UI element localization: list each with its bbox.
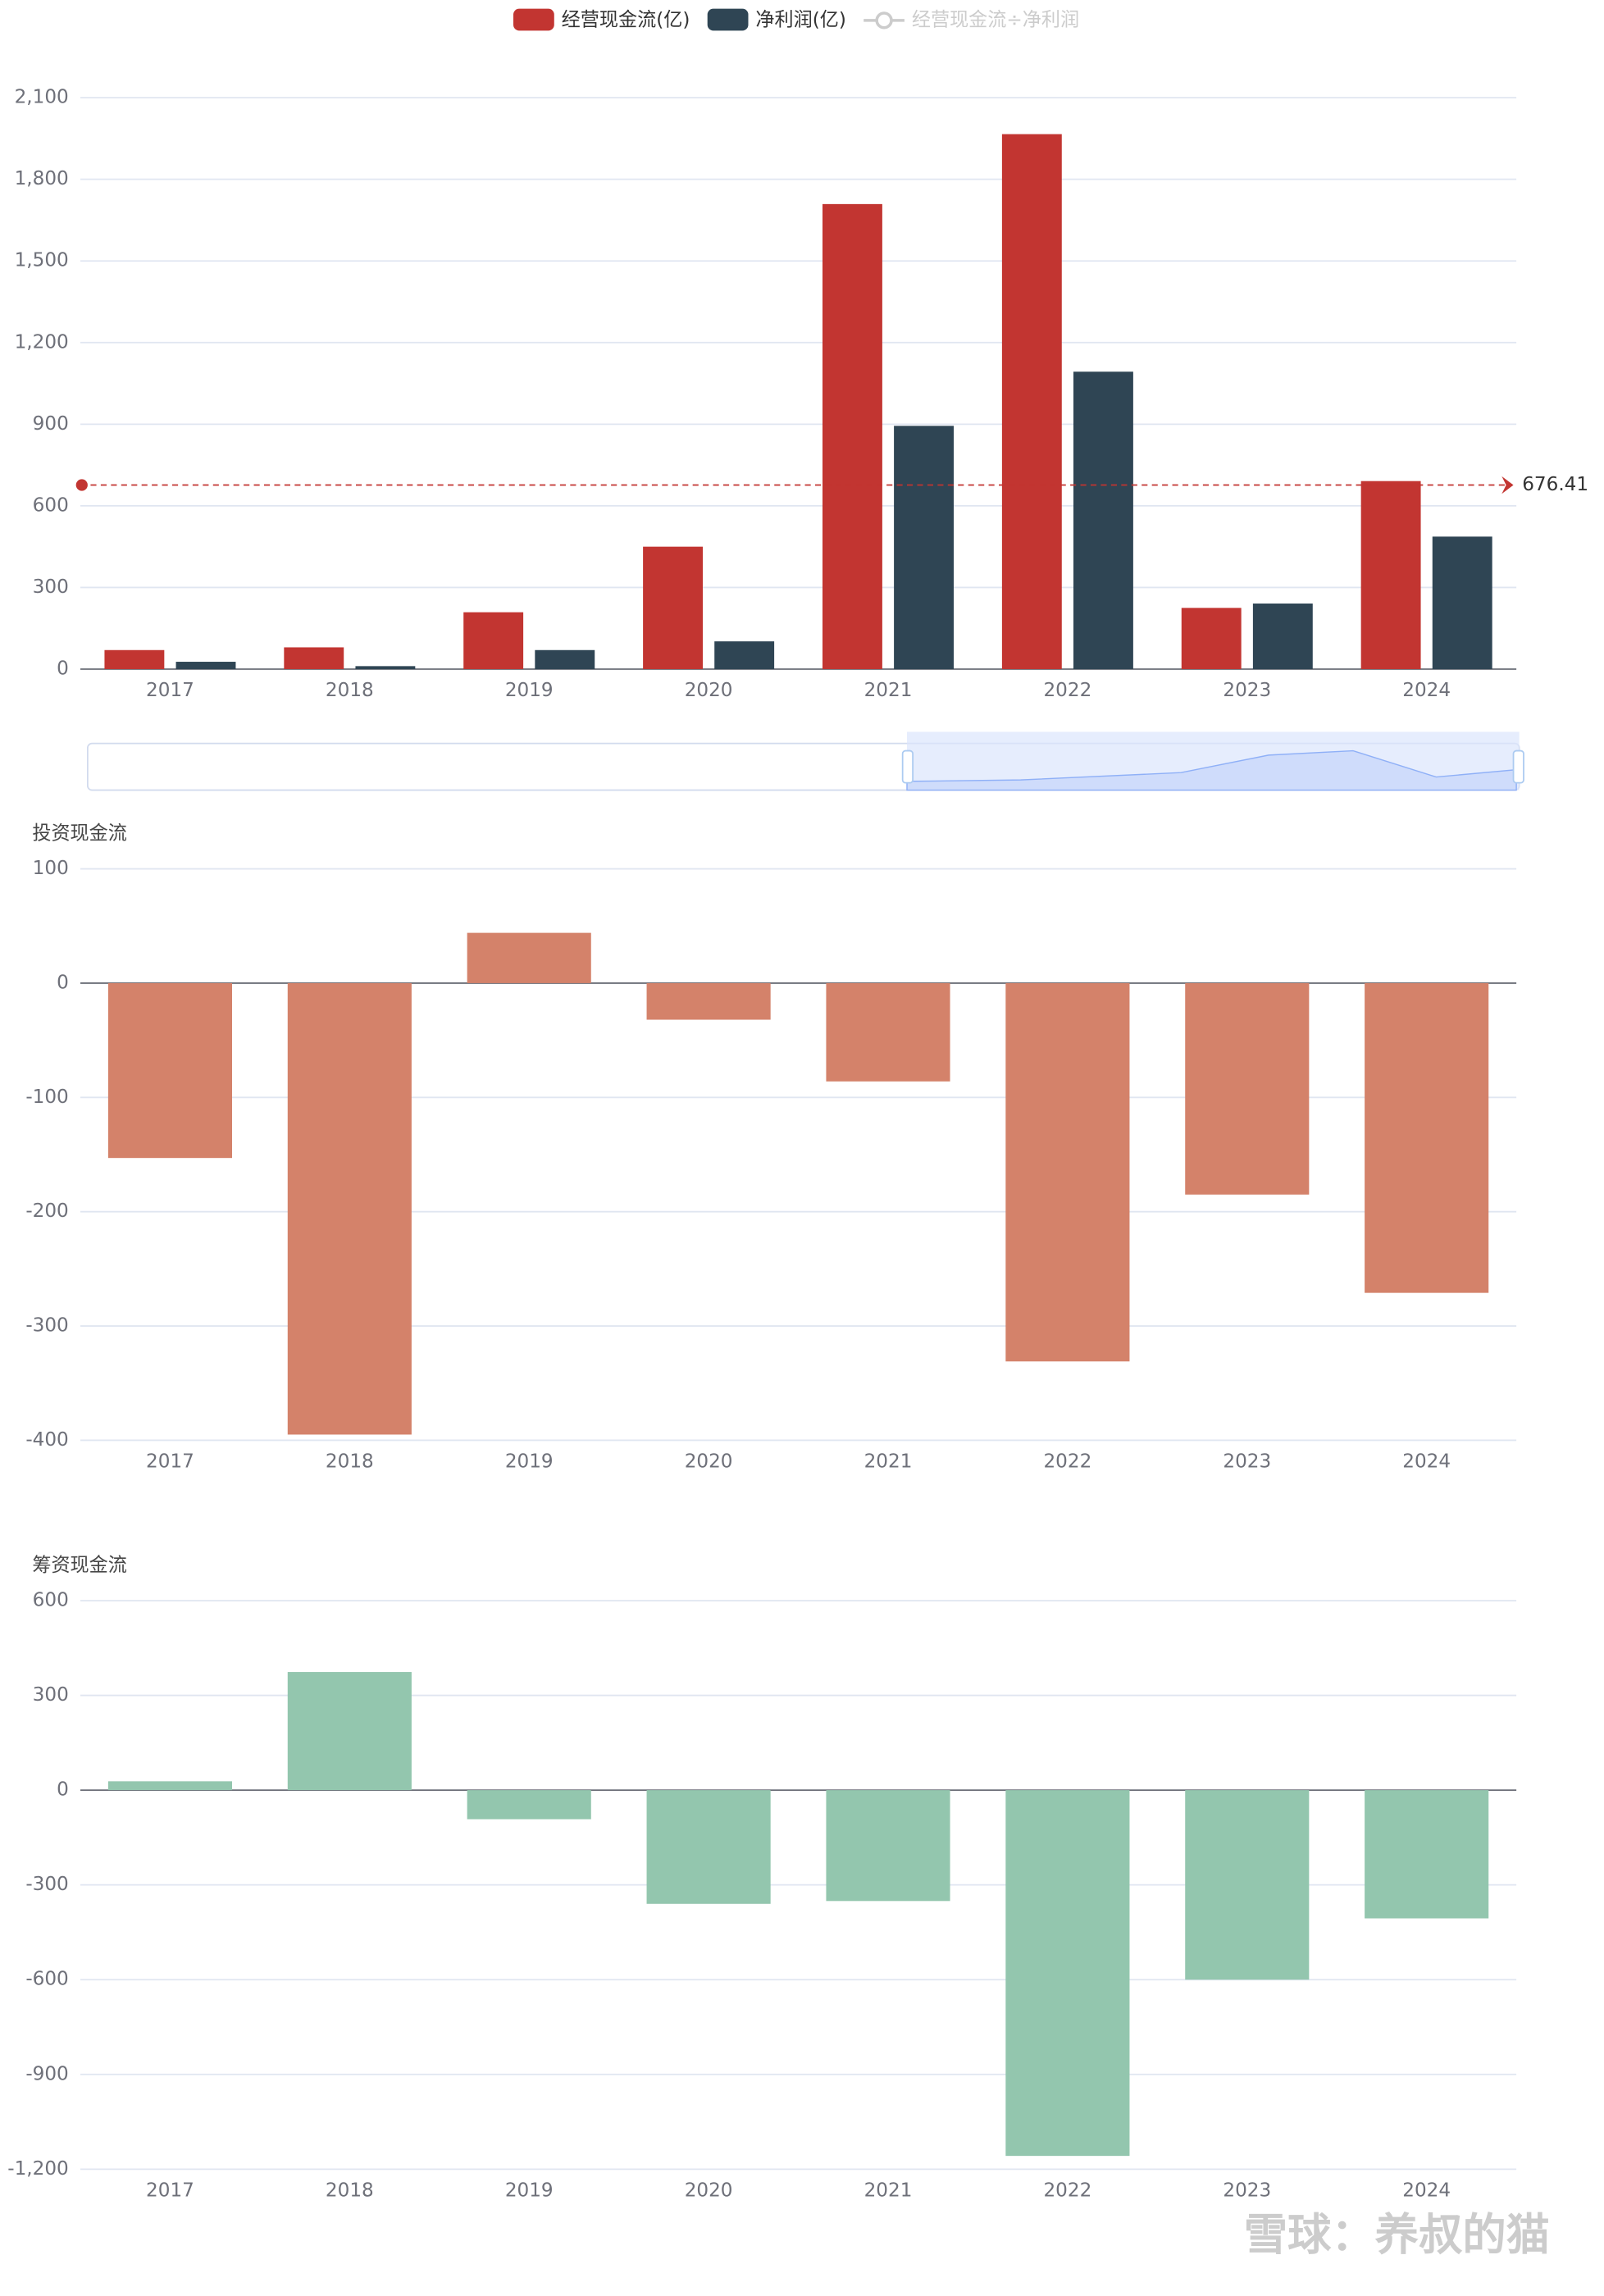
zoom-handle[interactable] xyxy=(1512,749,1524,784)
mark-line-arrow xyxy=(1501,476,1514,494)
x-tick-label: 2019 xyxy=(505,2180,554,2202)
legend-swatch[interactable] xyxy=(707,8,749,31)
bar xyxy=(284,647,344,669)
x-tick-label: 2022 xyxy=(1043,2180,1091,2202)
x-tick-label: 2019 xyxy=(505,1451,554,1473)
x-tick-label: 2017 xyxy=(146,1451,194,1473)
bar xyxy=(1185,982,1310,1195)
bar xyxy=(1360,481,1421,669)
y-tick-label: -200 xyxy=(25,1200,68,1222)
y-tick-label: 900 xyxy=(33,413,69,435)
bar xyxy=(1181,608,1242,669)
legend-label[interactable]: 经营现金流÷净利润 xyxy=(912,9,1079,30)
bar xyxy=(355,666,416,669)
y-tick-label: 100 xyxy=(33,858,69,879)
y-tick-label: 600 xyxy=(33,1590,69,1611)
x-tick-label: 2020 xyxy=(685,2180,733,2202)
y-tick-label: -900 xyxy=(25,2063,68,2084)
y-tick-label: 0 xyxy=(57,1779,69,1801)
bar xyxy=(826,1790,950,1902)
bar xyxy=(175,662,236,669)
x-tick-label: 2023 xyxy=(1223,1451,1271,1473)
x-tick-label: 2021 xyxy=(864,1451,913,1473)
bar xyxy=(1005,982,1130,1362)
bar xyxy=(823,203,882,669)
y-tick-label: 0 xyxy=(57,658,69,680)
bar xyxy=(287,982,412,1435)
bar xyxy=(107,982,232,1159)
x-tick-label: 2018 xyxy=(326,1451,374,1473)
y-tick-label: 1,200 xyxy=(15,331,69,353)
bar xyxy=(1365,1790,1489,1919)
y-tick-label: -100 xyxy=(25,1086,68,1108)
y-tick-label: -600 xyxy=(25,1969,68,1990)
x-tick-label: 2021 xyxy=(864,680,913,701)
y-tick-label: 600 xyxy=(33,494,69,516)
bar xyxy=(1252,604,1313,669)
x-tick-label: 2017 xyxy=(146,2180,194,2202)
bar xyxy=(467,1790,591,1820)
chart-title: 筹资现金流 xyxy=(32,1555,127,1576)
x-tick-label: 2024 xyxy=(1402,1451,1451,1473)
y-tick-label: 1,500 xyxy=(15,250,69,271)
legend-label[interactable]: 净利润(亿) xyxy=(755,9,845,30)
watermark: 雪球：养叔的猫 xyxy=(1244,2209,1550,2261)
x-tick-label: 2020 xyxy=(685,680,733,701)
x-tick-label: 2024 xyxy=(1402,2180,1451,2202)
x-tick-label: 2018 xyxy=(326,680,374,701)
bar xyxy=(104,649,165,669)
bar xyxy=(1073,371,1133,669)
bar xyxy=(463,612,524,669)
bar xyxy=(646,1790,771,1904)
y-tick-label: 1,800 xyxy=(15,168,69,189)
x-tick-label: 2023 xyxy=(1223,2180,1271,2202)
bar xyxy=(714,641,775,669)
x-tick-label: 2019 xyxy=(505,680,554,701)
bar xyxy=(1432,536,1492,669)
bar xyxy=(646,982,771,1020)
x-tick-label: 2020 xyxy=(685,1451,733,1473)
y-tick-label: 300 xyxy=(33,1684,69,1706)
bar xyxy=(894,426,954,669)
zoom-preview xyxy=(906,749,1517,791)
zoom-handle[interactable] xyxy=(901,749,914,784)
bar xyxy=(1365,982,1489,1293)
legend-swatch[interactable] xyxy=(513,8,554,31)
x-tick-label: 2022 xyxy=(1043,1451,1091,1473)
mark-line-start xyxy=(75,479,88,491)
bar xyxy=(287,1672,412,1791)
x-tick-label: 2017 xyxy=(146,680,194,701)
y-tick-label: 300 xyxy=(33,576,69,598)
x-tick-label: 2021 xyxy=(864,2180,913,2202)
y-tick-label: -1,200 xyxy=(7,2158,69,2180)
bar xyxy=(1005,1790,1130,2157)
mark-line-label: 676.41 xyxy=(1522,474,1588,495)
x-tick-label: 2024 xyxy=(1402,680,1451,701)
bar xyxy=(467,932,591,983)
legend-label[interactable]: 经营现金流(亿) xyxy=(562,9,690,30)
y-tick-label: -300 xyxy=(25,1315,68,1337)
bar xyxy=(826,982,950,1082)
legend-swatch[interactable] xyxy=(875,11,893,30)
chart-title: 投资现金流 xyxy=(32,822,127,844)
bar xyxy=(1185,1790,1310,1980)
bar xyxy=(1001,134,1062,669)
bar xyxy=(535,649,595,669)
data-zoom[interactable] xyxy=(86,731,1524,791)
x-tick-label: 2022 xyxy=(1043,680,1091,701)
y-tick-label: -300 xyxy=(25,1874,68,1895)
y-tick-label: -400 xyxy=(25,1429,68,1451)
bar xyxy=(643,546,703,669)
bar xyxy=(107,1781,232,1791)
y-tick-label: 0 xyxy=(57,972,69,993)
x-tick-label: 2023 xyxy=(1223,680,1271,701)
x-tick-label: 2018 xyxy=(326,2180,374,2202)
y-tick-label: 2,100 xyxy=(15,87,69,108)
